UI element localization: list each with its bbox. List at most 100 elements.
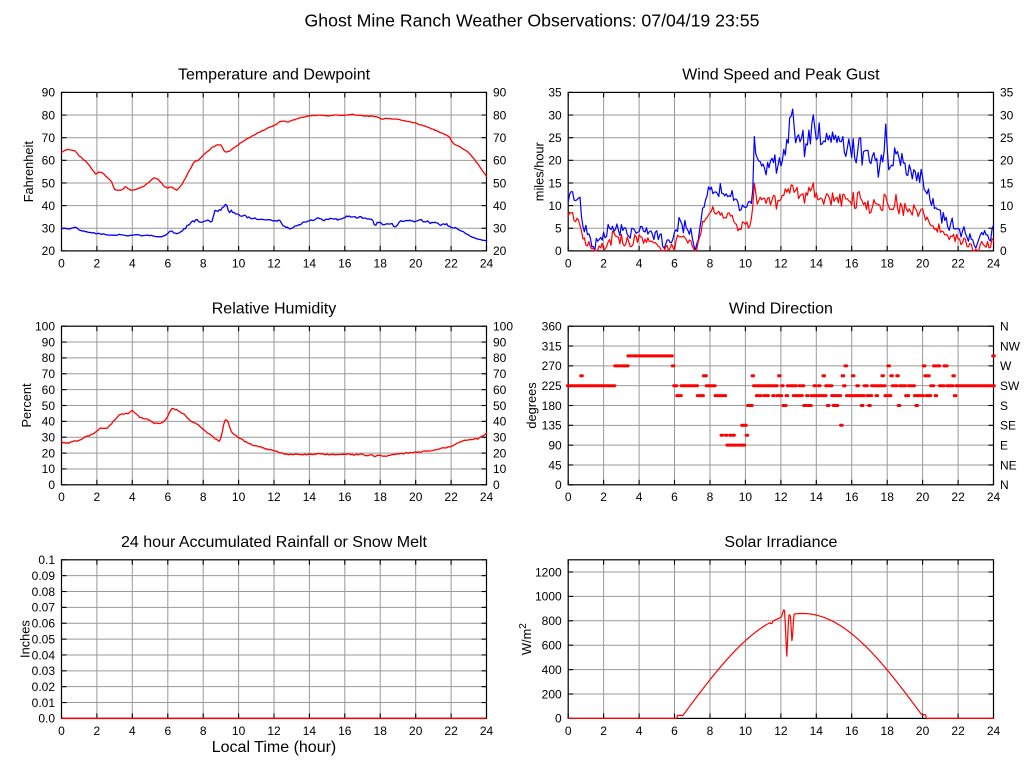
svg-text:6: 6: [671, 256, 678, 270]
svg-text:25: 25: [1000, 131, 1014, 145]
svg-text:80: 80: [42, 351, 56, 365]
svg-text:5: 5: [555, 222, 562, 236]
svg-text:10: 10: [739, 490, 753, 504]
svg-text:24 hour Accumulated Rainfall o: 24 hour Accumulated Rainfall or Snow Mel…: [121, 534, 427, 551]
svg-text:6: 6: [671, 724, 678, 738]
svg-text:NE: NE: [1000, 458, 1017, 472]
svg-text:0: 0: [1000, 244, 1007, 258]
svg-text:2: 2: [600, 724, 607, 738]
svg-text:22: 22: [444, 724, 458, 738]
svg-text:W/m2: W/m2: [518, 623, 534, 655]
svg-text:20: 20: [409, 724, 423, 738]
svg-text:20: 20: [916, 724, 930, 738]
svg-text:16: 16: [845, 256, 859, 270]
svg-text:22: 22: [444, 256, 458, 270]
svg-text:18: 18: [881, 724, 895, 738]
svg-text:degrees: degrees: [524, 382, 539, 428]
svg-text:8: 8: [707, 256, 714, 270]
svg-text:0.07: 0.07: [32, 601, 56, 615]
svg-text:90: 90: [493, 335, 507, 349]
svg-text:225: 225: [542, 379, 562, 393]
svg-text:18: 18: [374, 724, 388, 738]
svg-text:315: 315: [542, 339, 562, 353]
svg-text:30: 30: [548, 108, 562, 122]
svg-text:0.02: 0.02: [32, 680, 56, 694]
svg-text:20: 20: [409, 490, 423, 504]
svg-text:20: 20: [409, 256, 423, 270]
svg-text:24: 24: [987, 490, 1001, 504]
svg-text:14: 14: [303, 724, 317, 738]
svg-text:80: 80: [493, 351, 507, 365]
svg-text:12: 12: [774, 256, 788, 270]
svg-text:Local Time (hour): Local Time (hour): [212, 739, 337, 756]
svg-text:0.05: 0.05: [32, 632, 56, 646]
svg-text:Ghost Mine Ranch Weather Obser: Ghost Mine Ranch Weather Observations: 0…: [305, 11, 760, 31]
svg-text:1200: 1200: [535, 565, 562, 579]
svg-text:E: E: [1000, 438, 1008, 452]
svg-text:W: W: [1000, 359, 1012, 373]
svg-text:8: 8: [200, 256, 207, 270]
svg-text:0.03: 0.03: [32, 664, 56, 678]
svg-text:200: 200: [542, 687, 562, 701]
svg-text:20: 20: [42, 446, 56, 460]
svg-text:20: 20: [493, 244, 507, 258]
svg-text:15: 15: [548, 176, 562, 190]
svg-text:18: 18: [374, 256, 388, 270]
svg-text:70: 70: [42, 367, 56, 381]
svg-text:0: 0: [565, 724, 572, 738]
svg-text:6: 6: [164, 490, 171, 504]
svg-text:0: 0: [58, 724, 65, 738]
svg-text:10: 10: [739, 724, 753, 738]
svg-text:22: 22: [444, 490, 458, 504]
svg-text:360: 360: [542, 320, 562, 334]
svg-text:50: 50: [493, 176, 507, 190]
svg-text:Solar Irradiance: Solar Irradiance: [724, 534, 837, 551]
svg-text:12: 12: [774, 724, 788, 738]
svg-text:0.06: 0.06: [32, 617, 56, 631]
svg-text:50: 50: [493, 399, 507, 413]
svg-text:18: 18: [881, 256, 895, 270]
svg-text:8: 8: [200, 724, 207, 738]
svg-text:90: 90: [548, 438, 562, 452]
svg-text:4: 4: [636, 490, 643, 504]
svg-text:24: 24: [987, 724, 1001, 738]
svg-text:16: 16: [845, 724, 859, 738]
svg-text:4: 4: [636, 256, 643, 270]
svg-text:SW: SW: [1000, 379, 1020, 393]
svg-text:0: 0: [58, 256, 65, 270]
svg-text:14: 14: [810, 490, 824, 504]
svg-text:8: 8: [707, 490, 714, 504]
svg-text:20: 20: [916, 490, 930, 504]
svg-text:20: 20: [916, 256, 930, 270]
svg-text:Inches: Inches: [18, 620, 33, 658]
svg-text:0: 0: [493, 478, 500, 492]
svg-text:5: 5: [1000, 222, 1007, 236]
svg-text:10: 10: [548, 199, 562, 213]
svg-text:8: 8: [200, 490, 207, 504]
svg-text:30: 30: [1000, 108, 1014, 122]
svg-text:0: 0: [58, 490, 65, 504]
svg-text:0: 0: [555, 244, 562, 258]
svg-text:0.09: 0.09: [32, 569, 56, 583]
svg-text:6: 6: [671, 490, 678, 504]
svg-text:80: 80: [493, 108, 507, 122]
svg-text:16: 16: [845, 490, 859, 504]
svg-text:20: 20: [42, 244, 56, 258]
svg-text:270: 270: [542, 359, 562, 373]
svg-text:Fahrenheit: Fahrenheit: [21, 141, 36, 203]
svg-text:40: 40: [42, 199, 56, 213]
svg-text:22: 22: [951, 724, 965, 738]
svg-text:24: 24: [987, 256, 1001, 270]
svg-text:35: 35: [548, 86, 562, 100]
svg-text:Relative Humidity: Relative Humidity: [212, 300, 336, 317]
svg-text:70: 70: [493, 367, 507, 381]
svg-text:180: 180: [542, 399, 562, 413]
svg-text:12: 12: [267, 256, 281, 270]
svg-text:60: 60: [493, 154, 507, 168]
svg-text:14: 14: [303, 256, 317, 270]
svg-text:12: 12: [267, 724, 281, 738]
svg-text:10: 10: [232, 490, 246, 504]
svg-text:30: 30: [493, 222, 507, 236]
svg-text:16: 16: [338, 256, 352, 270]
svg-text:25: 25: [548, 131, 562, 145]
